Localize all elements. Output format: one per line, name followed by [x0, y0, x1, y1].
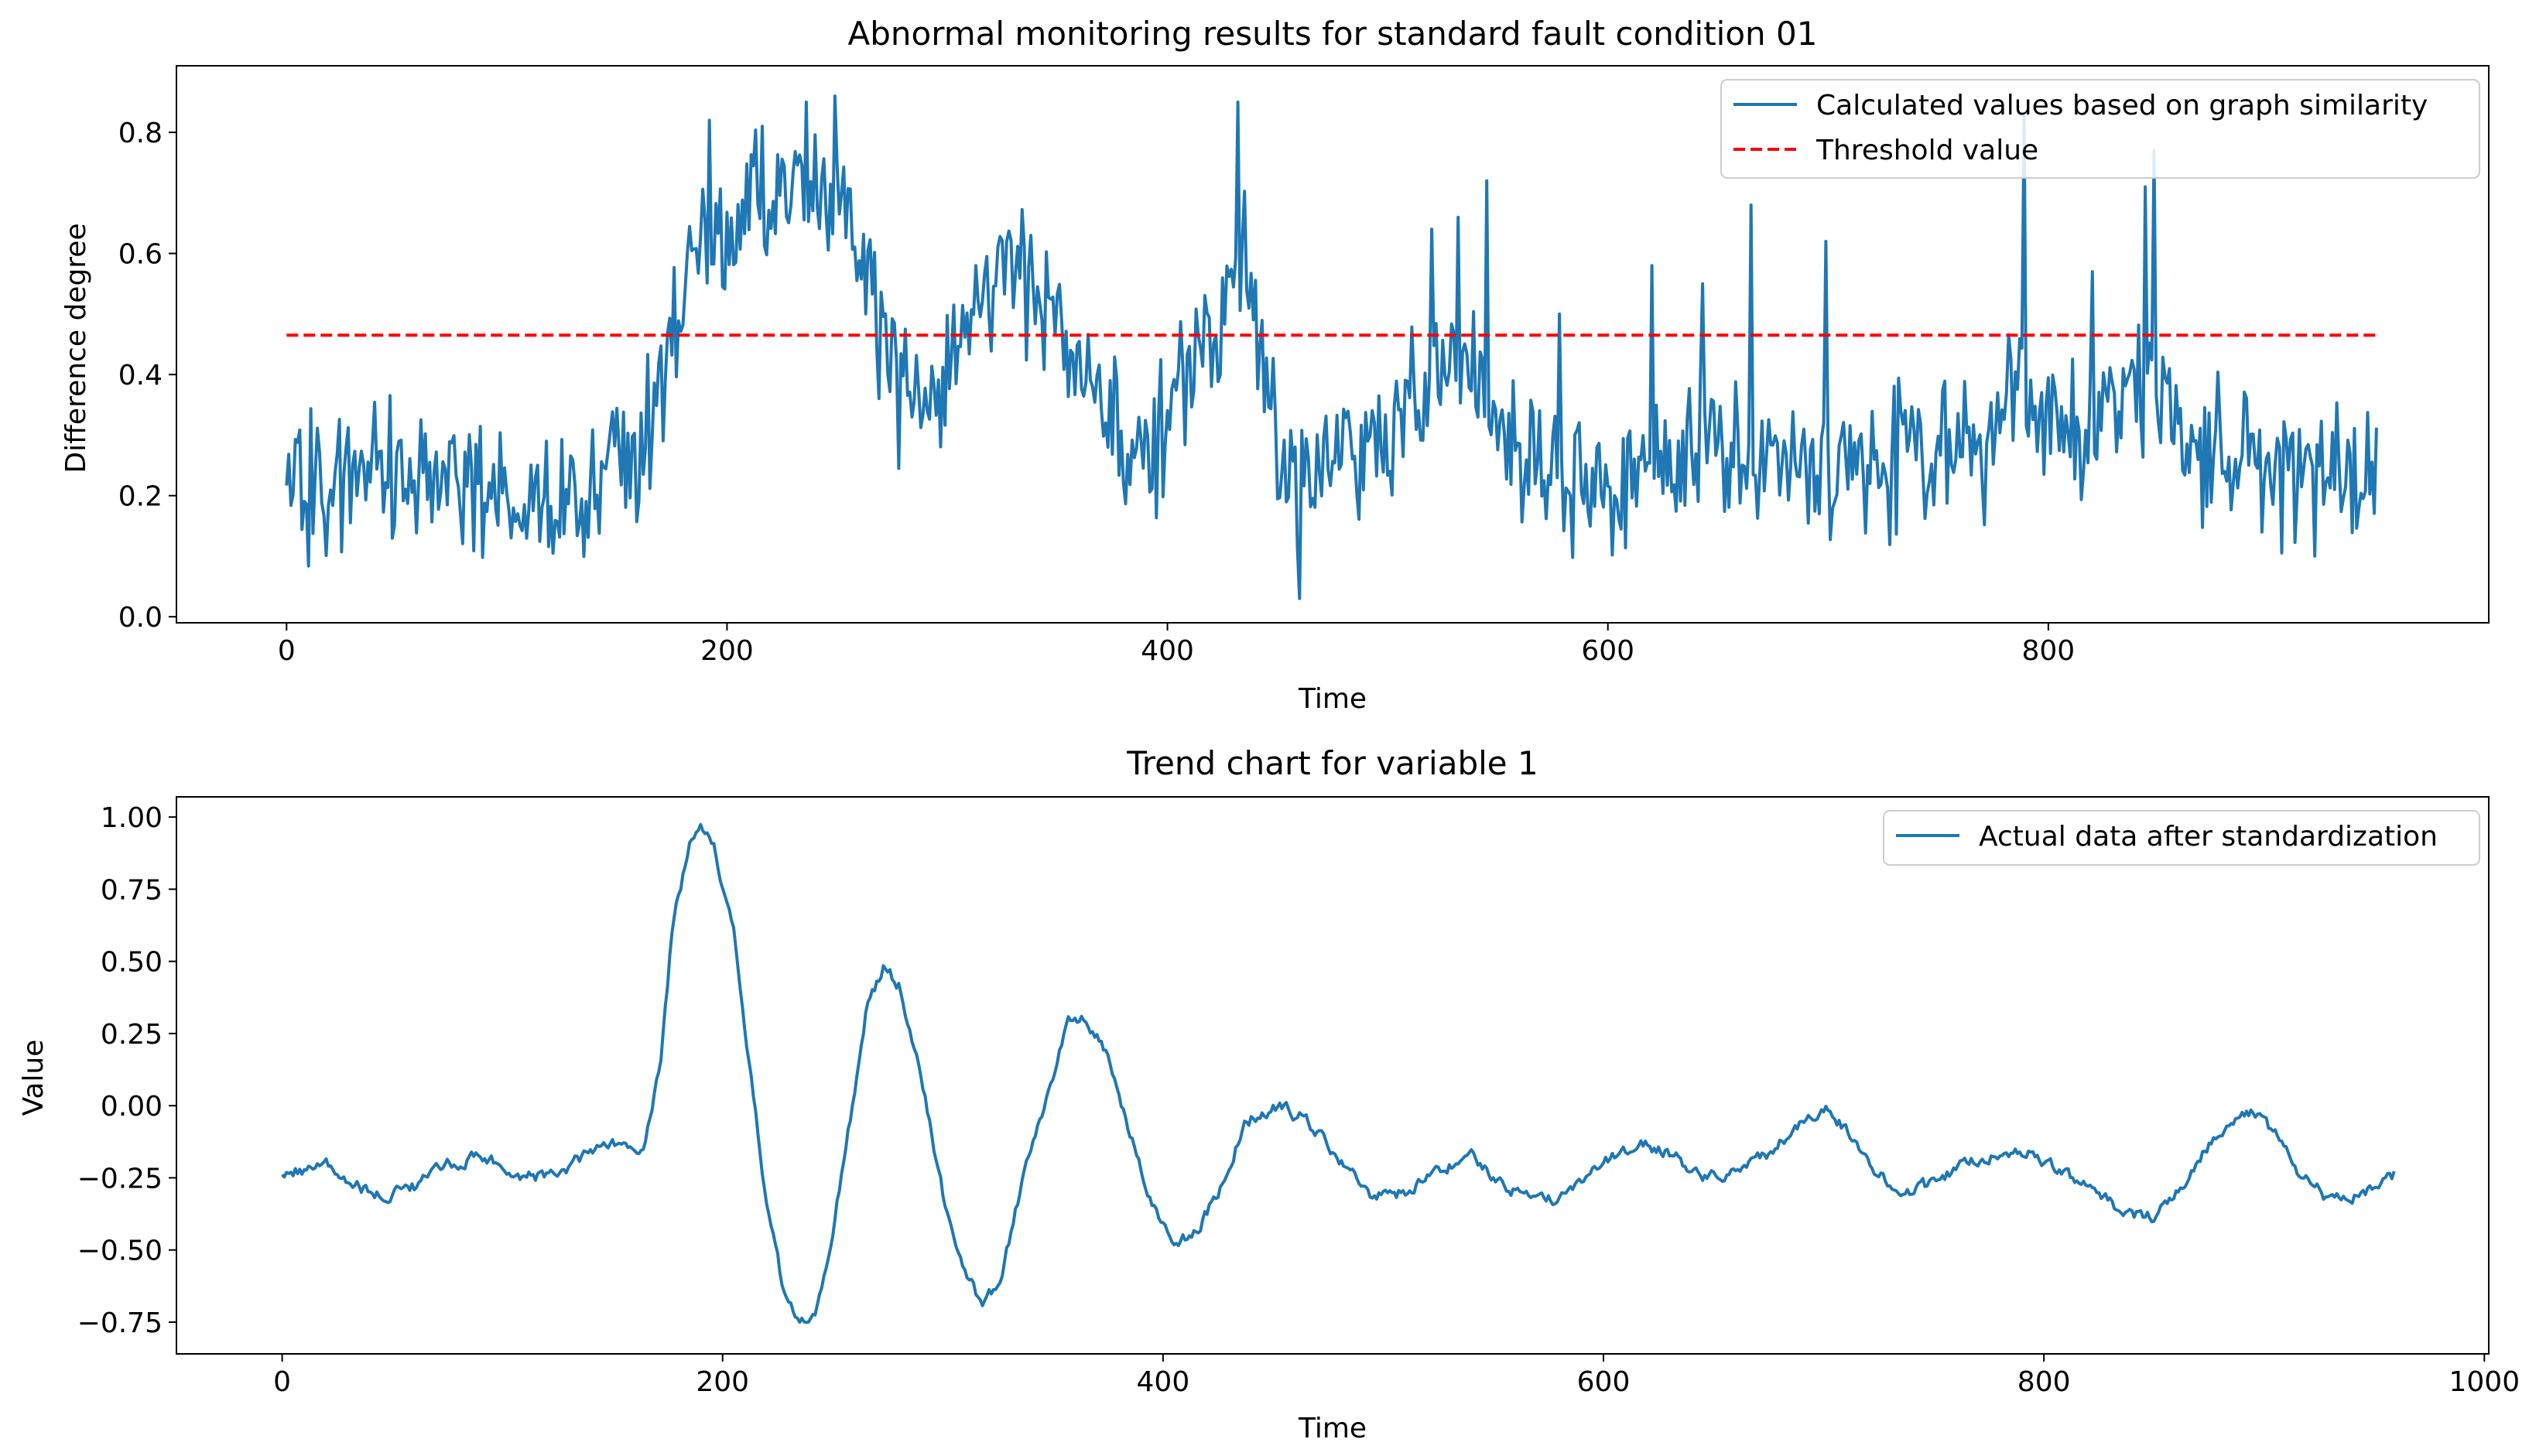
- y-tick-label: 0.6: [118, 239, 163, 271]
- x-tick-label: 600: [1577, 1366, 1631, 1398]
- bottom-x-axis-label: Time: [1298, 1413, 1367, 1444]
- x-tick-label: 400: [1137, 1366, 1190, 1398]
- top-y-ticks: 0.0 0.2 0.4 0.6 0.8: [118, 118, 176, 634]
- x-tick-label: 1000: [2449, 1366, 2520, 1398]
- bottom-y-ticks: 1.00 0.75 0.50 0.25 0.00 −0.25 −0.50 −0.75: [77, 802, 176, 1339]
- bottom-legend: Actual data after standardization: [1883, 810, 2480, 866]
- top-legend-box: [1720, 79, 2480, 179]
- bottom-legend-box: [1883, 810, 2480, 866]
- bottom-x-ticks: 0 200 400 600 800 1000: [273, 1354, 2520, 1398]
- top-x-ticks: 0 200 400 600 800: [278, 623, 2075, 667]
- y-tick-label: −0.50: [77, 1236, 163, 1267]
- y-tick-label: 0.25: [101, 1019, 163, 1051]
- y-tick-label: 0.2: [118, 481, 163, 513]
- x-tick-label: 0: [273, 1366, 291, 1398]
- y-tick-label: 0.0: [118, 602, 163, 634]
- top-x-axis-label: Time: [1298, 683, 1367, 715]
- standardized-data-series-line: [281, 822, 2396, 1324]
- y-tick-label: 0.75: [101, 874, 163, 906]
- bottom-axes-frame: [176, 796, 2490, 1355]
- x-tick-label: 800: [2017, 1366, 2071, 1398]
- top-y-axis-label: Difference degree: [60, 223, 92, 473]
- graph-similarity-series-line: [285, 94, 2378, 600]
- y-tick-label: −0.25: [77, 1163, 163, 1195]
- y-tick-label: 1.00: [101, 802, 163, 834]
- x-tick-label: 200: [700, 635, 754, 667]
- top-subplot: Abnormal monitoring results for standard…: [60, 15, 2490, 715]
- legend-label-graph-similarity: Calculated values based on graph similar…: [1816, 90, 2428, 121]
- x-tick-label: 200: [696, 1366, 749, 1398]
- bottom-plot-area: [281, 822, 2396, 1324]
- y-tick-label: 0.4: [118, 360, 163, 391]
- x-tick-label: 400: [1141, 635, 1194, 667]
- top-legend: Calculated values based on graph similar…: [1720, 79, 2480, 179]
- bottom-chart-title: Trend chart for variable 1: [1126, 744, 1538, 782]
- y-tick-label: −0.75: [77, 1307, 163, 1339]
- y-tick-label: 0.00: [101, 1091, 163, 1123]
- x-tick-label: 0: [278, 635, 296, 667]
- top-plot-area: [285, 94, 2378, 600]
- x-tick-label: 600: [1581, 635, 1634, 667]
- y-tick-label: 0.8: [118, 118, 163, 149]
- top-chart-title: Abnormal monitoring results for standard…: [848, 15, 1818, 53]
- legend-label-threshold: Threshold value: [1815, 135, 2038, 166]
- y-tick-label: 0.50: [101, 947, 163, 979]
- bottom-subplot: Trend chart for variable 1 Value Time 0 2…: [18, 744, 2520, 1444]
- x-tick-label: 800: [2021, 635, 2075, 667]
- legend-label-standardized-data: Actual data after standardization: [1979, 821, 2438, 853]
- top-axes-frame: [176, 65, 2490, 624]
- bottom-y-axis-label: Value: [18, 1040, 50, 1116]
